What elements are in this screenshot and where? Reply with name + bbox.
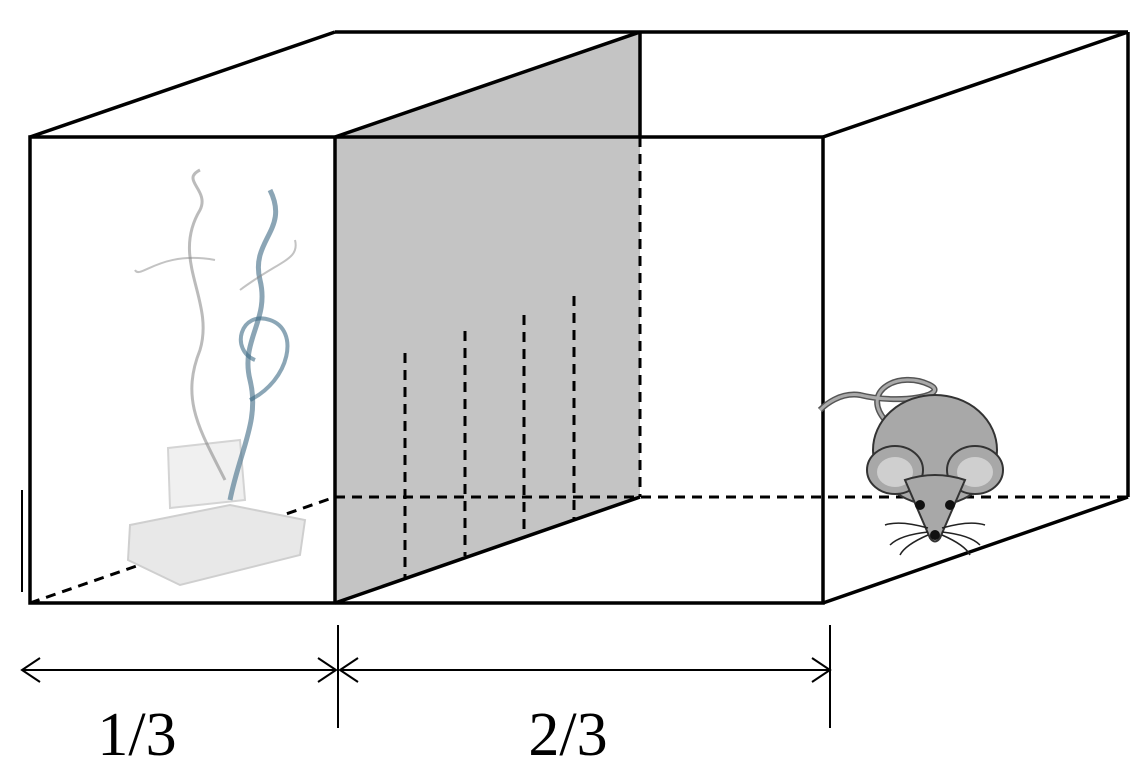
smoke-source [128, 170, 305, 585]
fraction-label: 2/3 [528, 701, 607, 759]
diagram: 1/3 2/3 [0, 0, 1133, 759]
shaded-partition [335, 32, 640, 603]
fraction-label: 1/3 [97, 701, 176, 759]
mouse [820, 380, 1003, 555]
